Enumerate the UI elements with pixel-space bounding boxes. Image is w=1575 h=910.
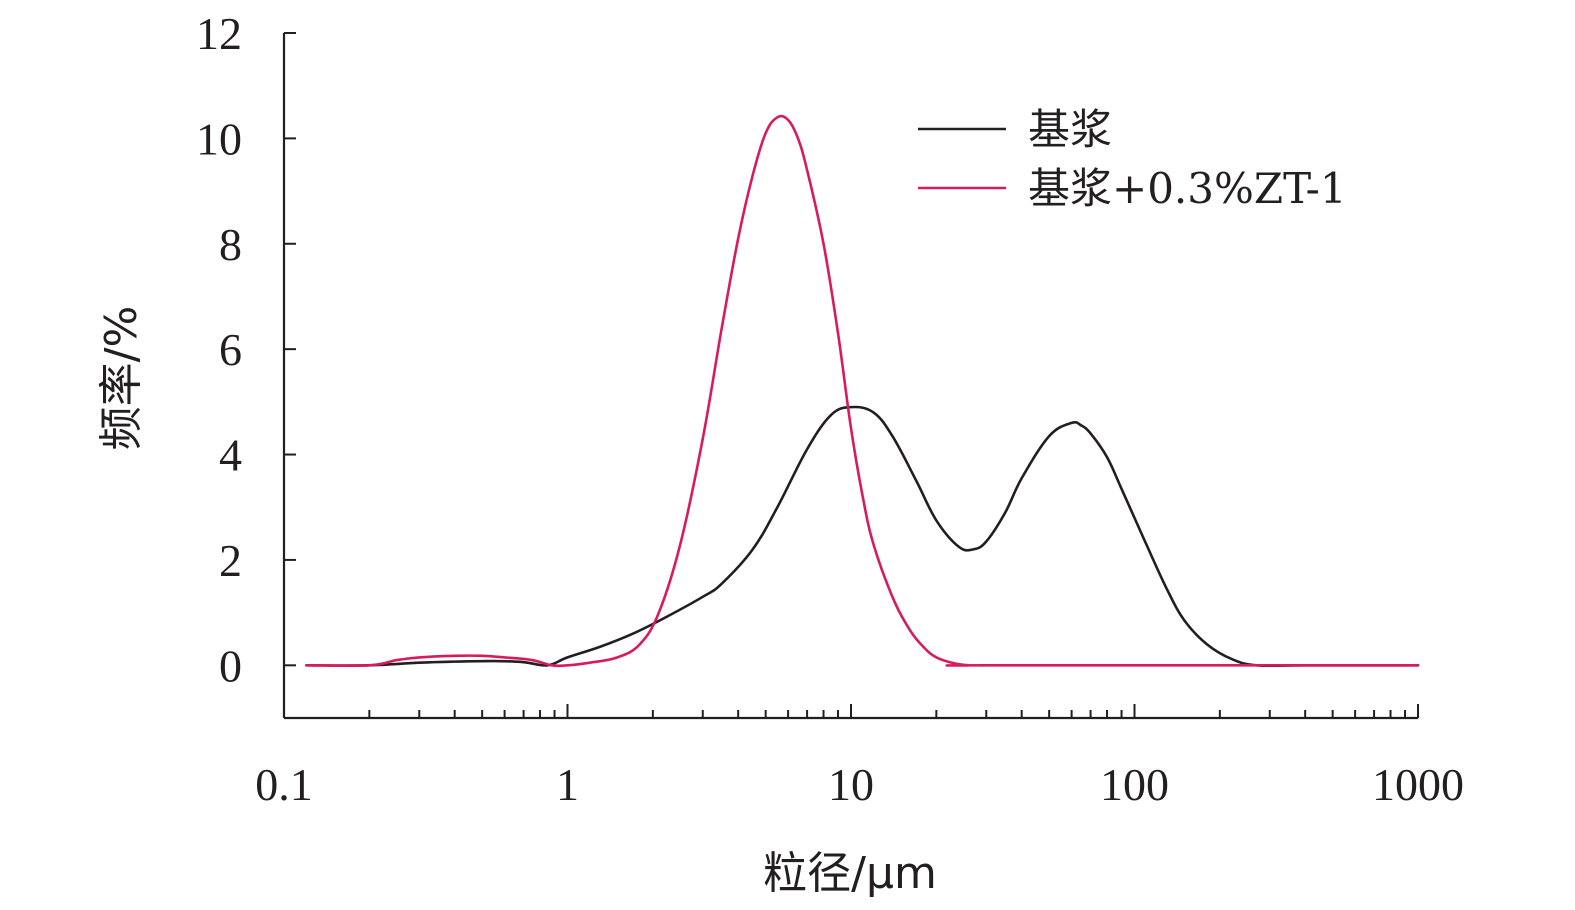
y-tick-label: 10 <box>196 113 242 164</box>
series-line-1 <box>305 405 1420 668</box>
axes: 0 2 4 6 8 10 12 0.1 1 10 100 1000 <box>196 8 1464 810</box>
x-tick-label: 1000 <box>1372 759 1464 810</box>
series-layer <box>305 114 1420 668</box>
y-axis-label: 频率/% <box>96 306 147 451</box>
y-tick-label: 6 <box>219 324 242 375</box>
y-tick-label: 12 <box>196 8 242 59</box>
series-line-2 <box>305 114 1420 668</box>
y-tick-label: 8 <box>219 219 242 270</box>
x-tick-label: 0.1 <box>255 759 313 810</box>
x-tick-label: 10 <box>828 759 874 810</box>
x-tick-label: 100 <box>1100 759 1169 810</box>
y-tick-label: 4 <box>219 430 242 481</box>
x-axis-label: 粒径/μm <box>763 848 937 899</box>
y-tick-label: 2 <box>219 535 242 586</box>
legend-label-1: 基浆 <box>1028 105 1112 154</box>
y-tick-label: 0 <box>219 640 242 691</box>
legend-label-2: 基浆+0.3%ZT-1 <box>1028 164 1347 213</box>
x-tick-label: 1 <box>556 759 579 810</box>
